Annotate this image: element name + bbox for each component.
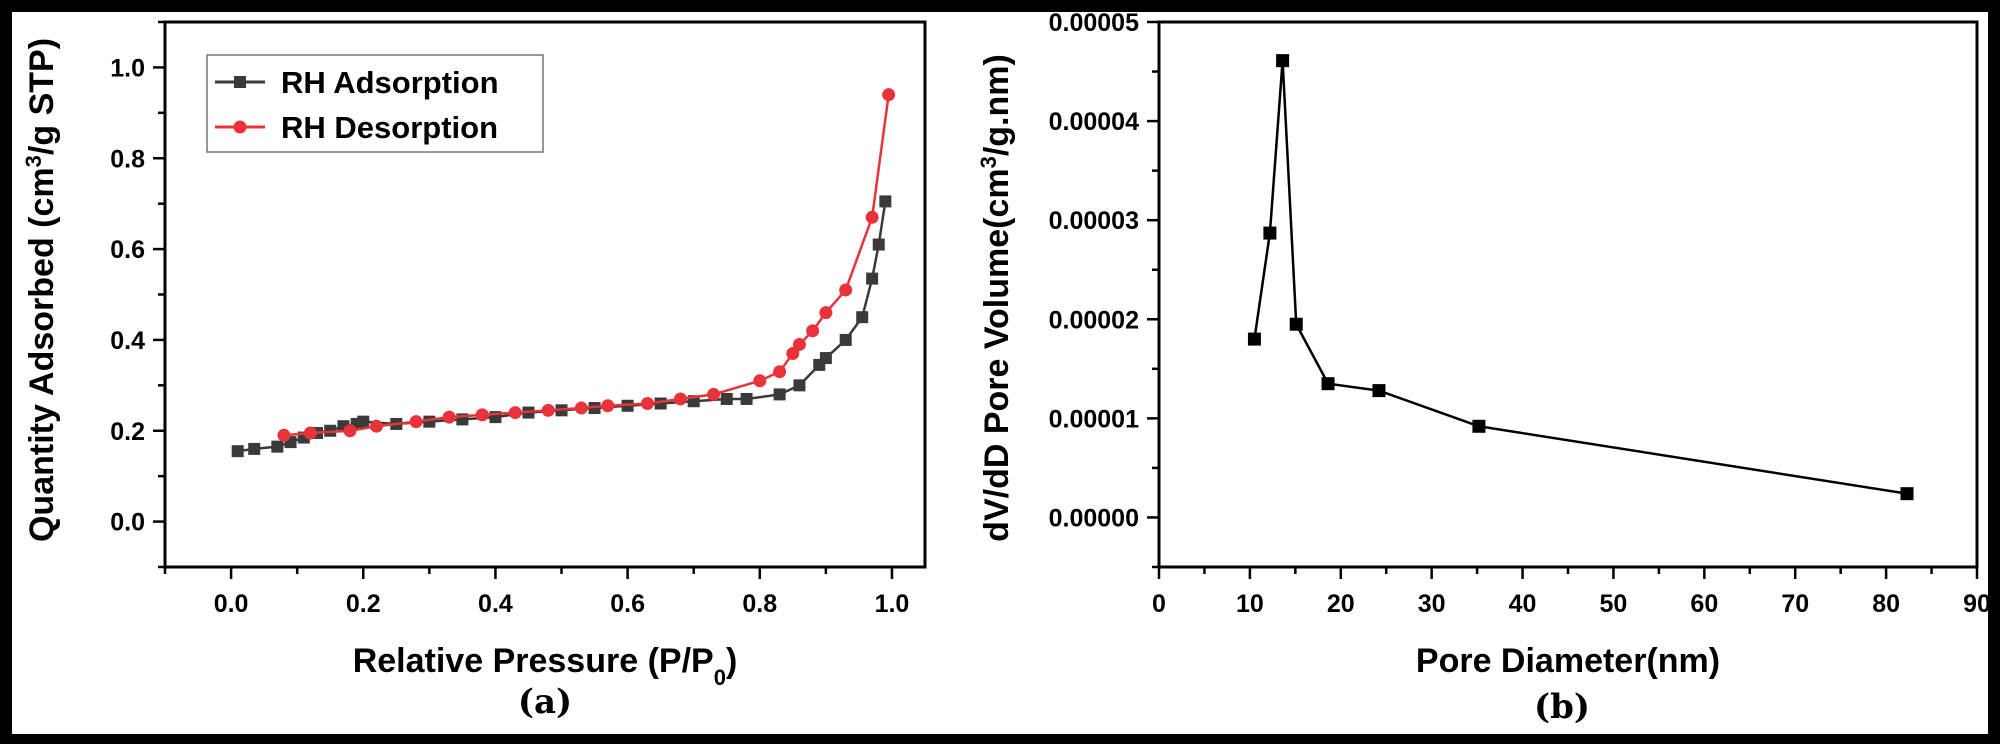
panel-b-y-tick-label: 0.00004 — [1049, 108, 1139, 136]
panel-b-x-tick-label: 10 — [1236, 590, 1264, 618]
panel-a-legend: RH Adsorption RH Desorption — [206, 54, 544, 153]
panel-a-series-1-point — [601, 399, 615, 413]
panel-b-y-tick-label: 0.00001 — [1049, 405, 1139, 433]
panel-a-series-1-point — [574, 401, 588, 415]
panel-a-series-1-point — [673, 392, 687, 406]
panel-a-series-0-point — [248, 442, 261, 455]
panel-a-series-0-point — [872, 238, 885, 251]
panel-a-y-tick-label: 0.4 — [110, 327, 145, 355]
panel-a-y-tick-label: 0.2 — [110, 418, 145, 446]
panel-b-tick-labels: 0 10 20 30 40 50 60 70 80 90 0.00000 0.00001 0.00002… — [1049, 9, 1991, 618]
panel-a-series-0-point — [271, 440, 284, 453]
panel-b-y-tick-label: 0.00002 — [1049, 306, 1139, 334]
panel-a-y-axis-title: Quantity Adsorbed (cm3/g STP) — [21, 38, 62, 542]
panel-a-tick-labels: 0.0 0.2 0.4 0.6 0.8 1.0 0.0 0.2 0.4 0.6 0.8 1.0 — [110, 54, 909, 618]
panel-b-y-tick-label: 0.00005 — [1049, 9, 1139, 37]
panel-a-series-1-point — [442, 410, 456, 424]
panel-b-series-0-point — [1276, 54, 1290, 68]
panel-a-series-1-point — [753, 374, 767, 388]
panel-a-series-1-point — [786, 347, 800, 361]
panel-a-series-1-point — [865, 210, 879, 224]
panel-a-series-0-point — [773, 388, 786, 401]
panel-a-x-tick-label: 0.8 — [742, 590, 777, 618]
panel-b-x-tick-label: 90 — [1963, 590, 1991, 618]
panel-a-series-1-point — [819, 306, 833, 320]
panel-b-x-tick-label: 30 — [1418, 590, 1446, 618]
panel-a-series-1-point — [839, 283, 853, 297]
panel-b-x-tick-label: 20 — [1327, 590, 1355, 618]
panel-a-series-1-point — [303, 426, 317, 440]
panel-a-x-tick-label: 0.4 — [478, 590, 513, 618]
panel-a-x-tick-label: 0.6 — [610, 590, 645, 618]
panel-b-y-axis-title: dV/dD Pore Volume(cm3/g.nm) — [976, 54, 1017, 542]
panel-b-series-0-point — [1372, 384, 1386, 398]
panel-a-series-1-point — [343, 424, 357, 438]
panel-a-series-0-point — [740, 392, 753, 405]
panel-a-series-1-point — [640, 397, 654, 410]
panel-b-tick-marks — [1147, 20, 1979, 579]
panel-a-series-0-point — [720, 392, 733, 405]
panel-a-series-1-point — [773, 365, 787, 379]
panel-a-series-1-point — [792, 337, 806, 351]
panel-a-label: (a) — [518, 682, 572, 722]
panel-b-series-0-point — [1900, 487, 1914, 501]
panel-a-series-1-point — [707, 387, 721, 401]
panel-a-series-0-point — [819, 352, 832, 365]
panel-b-series-0-point — [1247, 332, 1261, 346]
legend-desorption-marker — [233, 120, 247, 134]
panel-b-y-tick-label: 0.00000 — [1049, 504, 1139, 532]
panel-a-series-1-point — [475, 408, 489, 422]
panel-a-x-tick-label: 0.0 — [214, 590, 249, 618]
legend-desorption-label: RH Desorption — [281, 110, 498, 145]
panel-b-label: (b) — [1534, 687, 1590, 727]
panel-a-series-1-point — [409, 415, 423, 429]
legend-adsorption-label: RH Adsorption — [281, 65, 499, 100]
panel-a-series-0-point — [231, 445, 244, 458]
panel-a-y-tick-label: 0.8 — [110, 145, 145, 173]
legend-box — [206, 54, 544, 153]
panel-b-series-0-point — [1289, 317, 1303, 331]
panel-b-series-0-point — [1321, 377, 1335, 391]
panel-b-x-tick-label: 60 — [1690, 590, 1718, 618]
panel-a-y-tick-label: 1.0 — [110, 54, 145, 82]
panel-a-y-tick-label: 0.6 — [110, 236, 145, 264]
panel-a-series-0-point — [879, 195, 892, 208]
panel-b-x-tick-label: 0 — [1152, 590, 1166, 618]
panel-a-x-axis-title: Relative Pressure (P/P0) — [353, 642, 738, 690]
panel-a-series-0-point — [357, 415, 370, 428]
panel-a-x-tick-label: 1.0 — [875, 590, 910, 618]
panel-b-x-tick-label: 70 — [1781, 590, 1809, 618]
panel-a-series-1-point — [369, 419, 383, 433]
panel-a-series-1-point — [508, 406, 522, 420]
panel-a-series-1-point — [806, 324, 820, 338]
panel-a-series-0-point — [839, 333, 852, 346]
panel-a-series-0-point — [793, 379, 806, 392]
panel-b-x-tick-label: 80 — [1872, 590, 1900, 618]
panel-a-y-tick-label: 0.0 — [110, 509, 145, 537]
panel-b-series-0-point — [1263, 226, 1277, 240]
panel-b-x-tick-label: 40 — [1509, 590, 1537, 618]
panel-b-series-0-point — [1472, 419, 1486, 433]
panel-b: 0 10 20 30 40 50 60 70 80 90 0.00000 0.00001 0.00002… — [976, 9, 1991, 727]
panel-b-x-axis-title: Pore Diameter(nm) — [1416, 642, 1720, 680]
panel-a-series-1-point — [541, 403, 555, 417]
panel-a-series-0-point — [856, 311, 869, 324]
panel-a-series-1-point — [277, 428, 291, 442]
legend-adsorption-marker — [234, 76, 246, 88]
panel-b-x-tick-label: 50 — [1600, 590, 1628, 618]
panel-a: 0.0 0.2 0.4 0.6 0.8 1.0 0.0 0.2 0.4 0.6 0.8 1.0 RH … — [21, 20, 927, 722]
panel-b-series — [1247, 54, 1914, 501]
panel-b-y-tick-label: 0.00003 — [1049, 207, 1139, 235]
panel-b-series-0-line — [1253, 59, 1908, 495]
panel-a-x-tick-label: 0.2 — [346, 590, 381, 618]
panel-a-series-0-point — [866, 272, 879, 285]
panel-a-series — [231, 88, 896, 458]
panel-a-series-1-point — [882, 88, 896, 102]
panel-a-tick-marks — [153, 20, 894, 579]
